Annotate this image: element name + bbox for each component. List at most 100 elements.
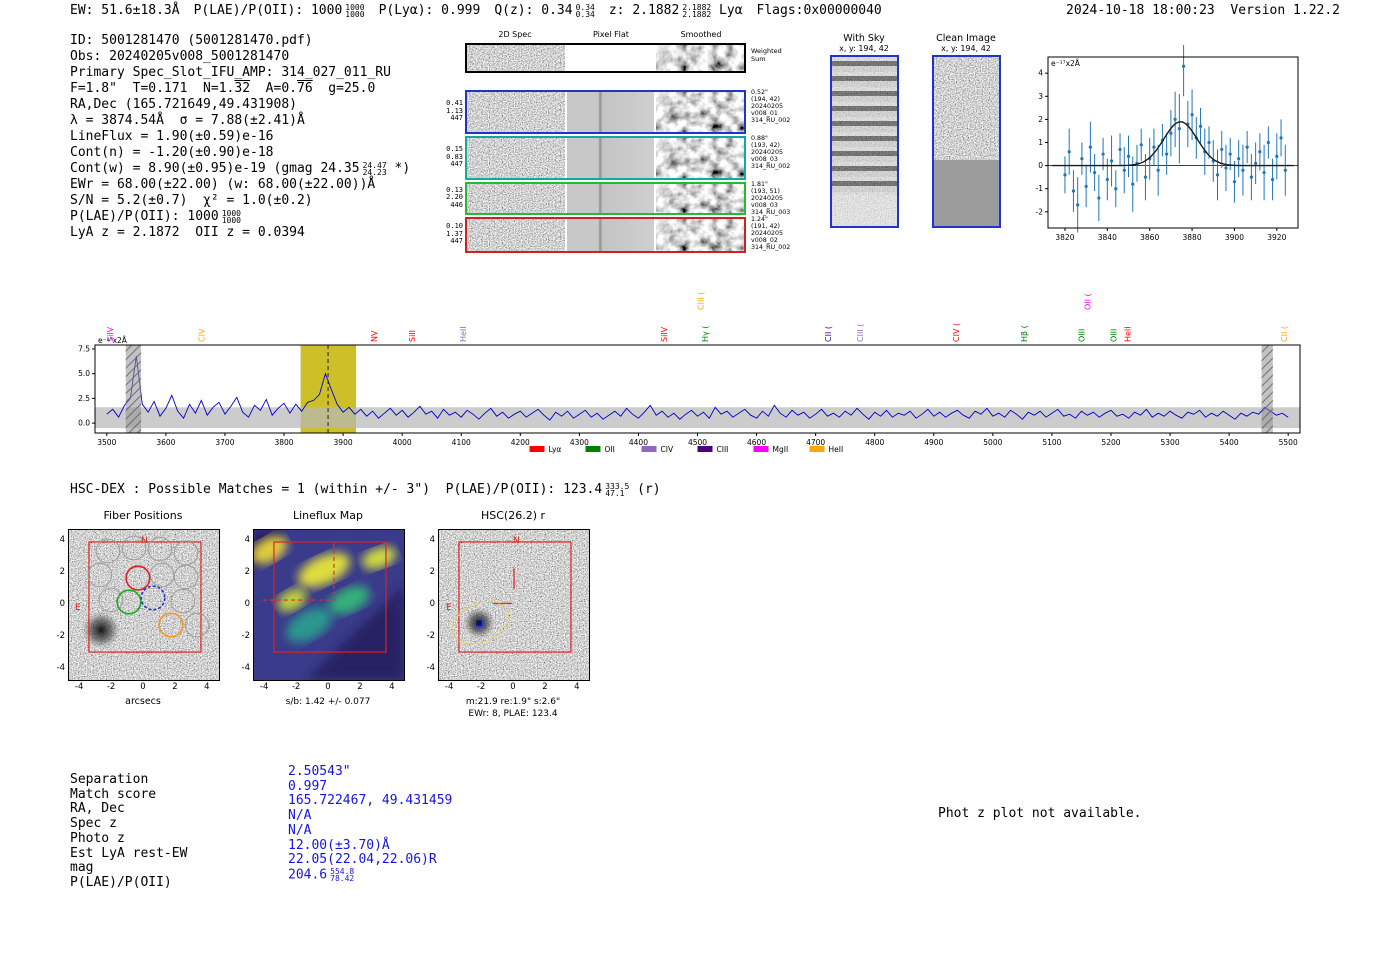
data-point [1283,168,1287,172]
annotation-line: v008_03 [751,156,778,163]
emission-line-label: CIV [197,328,206,342]
stat-value: 0.10 [446,222,463,230]
match-row-label: Photo z [70,830,125,846]
stack-value: 0.34 [575,2,595,12]
match-labels: Separation Match score RA, Dec Spec z Photo … [70,772,187,891]
annotation-line: 20240205 [751,149,784,156]
line-fit-chart: 3820 3840 3860 3880 3900 3920 -2 -1 0 1 2 3 4 e⁻¹⁷x2Å [1005,36,1315,245]
noise-texture [831,57,897,226]
withsky-title: With Sky [843,33,885,44]
data-point [1156,168,1160,172]
header-item: P(Lyα): 0.999 [379,3,481,18]
data-point [1237,157,1241,161]
match-marker [474,618,484,628]
annotation-line: v008_03 [751,202,778,209]
row-annotation: 0.52" (194, 42) 20240205 v008_01 314_RU_002 [751,89,790,124]
x-tick-label: -2 [291,682,301,692]
annotation-line: (191, 42) [751,223,780,230]
x-tick-label: 5100 [1042,438,1061,447]
text: Cont(n) = -1.20(±0.90)e-18 [70,145,274,160]
pixel-flat-cell [567,92,654,132]
legend-swatch [697,446,713,452]
noise-texture [467,138,565,178]
row-stats: 0.13 2.20 446 [443,185,463,210]
emission-line-label: HeII [459,326,468,342]
text: g=25.0 [312,81,376,96]
spec2d-row [465,217,746,253]
noise-rect [467,184,565,213]
x-tick-label: 5000 [983,438,1002,447]
emission-line-label: CIII ( [856,324,865,342]
annotation-line: (194, 42) [751,96,780,103]
data-point [1207,140,1211,145]
noise-texture [467,92,565,132]
info-text: Cont(w) = 8.90(±0.95)e-19 (gmag 24.35 24.… [70,161,410,176]
x-tick-label: 3700 [215,438,234,447]
stack-value: 1000 [345,2,365,12]
flux-blob [328,585,370,615]
y-tick-label: 1 [1038,138,1043,147]
detection-info: ID: 5001281470 (5001281470.pdf) Obs: 2024… [70,33,424,241]
noise-rect [467,45,565,71]
data-point [1232,180,1237,184]
data-point [1241,168,1245,172]
weighted-sum-strip [465,43,746,73]
hsc-caption-line2: EWr: 8, PLAE: 123.4 [468,709,558,719]
info-line: LyA z = 2.1872 OII z = 0.0394 [70,225,424,241]
match-value-text: 2.50543" [288,764,351,779]
annotation-line: 20240205 [751,230,784,237]
full-spectrum-svg: 3500 3600 3700 3800 3900 4000 4100 4200 4300 4400… [78,292,1301,454]
data-point [1262,170,1266,175]
fiber-circle [184,612,210,638]
text-suffix: (r) [629,482,661,497]
y-tick-label: -4 [241,662,250,673]
lineflux-map-image [253,529,405,681]
emission-line-label: OIII [1109,329,1118,342]
match-row-value: N/A [288,823,452,839]
header-item: Q(z): 0.34 0.34 0.34 [494,3,595,18]
x-tick-label: 4900 [924,438,943,447]
axes-frame [1047,56,1299,229]
selected-fiber-circle [116,589,142,615]
text: ID: 5001281470 (5001281470.pdf) [70,33,313,48]
annotation-line: v008_01 [751,110,778,117]
info-text: LineFlux = 1.90(±0.59)e-16 [70,129,274,144]
stack-value: 1000 [345,10,365,19]
stack-value: 1000 [221,216,241,225]
match-row-value: 2.50543" [288,764,452,780]
emission-line-label: Hβ ( [1020,325,1029,342]
stat-value: 0.13 [446,185,463,194]
stack-value: 554.8 [330,866,355,876]
y-tick-label: 0.0 [78,419,90,428]
data-point [1258,150,1262,154]
match-row-value: 0.997 [288,779,452,795]
stat-value: 446 [450,200,463,209]
x-tick-label: 3920 [1267,233,1286,242]
match-value-text: 165.722467, 49.431459 [288,793,453,809]
data-point [1198,124,1203,128]
x-tick-label: 5300 [1161,438,1180,447]
annotation-line: 20240205 [751,195,784,202]
data-point [1101,152,1105,156]
data-point [1173,117,1177,121]
selected-fiber-circle [158,612,184,638]
photz-note: Phot z plot not available. [938,806,1142,821]
y-tick-label: -2 [241,630,250,641]
x-tick-label: 3900 [334,438,353,447]
column-title: Smoothed [680,30,722,39]
fiber-circle [95,538,121,564]
info-line: S/N = 5.2(±0.7) χ² = 1.0(±0.2) [70,193,424,209]
info-text: Primary Spec_Slot_IFU_AMP: 314_027_011_R… [70,65,391,80]
text: Primary Spec_Slot_IFU_AMP: 314_027_011_R… [70,65,391,80]
text: RA,Dec (165.721649,49.431908) [70,97,297,112]
match-row-label: Match score [70,786,157,802]
lineflux-svg [254,530,404,680]
y-tick-label: 2 [1038,115,1043,124]
fiber-circle [173,564,199,590]
x-tick-label: 4700 [806,438,825,447]
x-tick-label: 4600 [747,438,766,447]
text-suffix: *) [386,161,411,176]
match-row-label: RA, Dec [70,801,125,817]
emission-line-label: SiII [408,330,417,342]
